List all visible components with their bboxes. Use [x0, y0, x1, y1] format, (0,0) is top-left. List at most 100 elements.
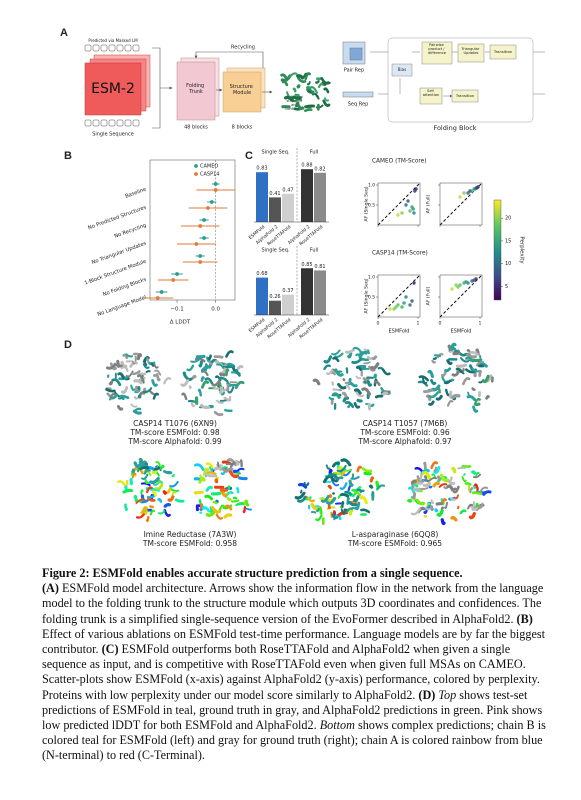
protein-ribbon	[215, 513, 224, 520]
protein-ribbon	[356, 398, 363, 403]
protein-ribbon	[471, 387, 476, 391]
protein-ribbon	[142, 363, 150, 369]
protein-ribbon	[315, 514, 323, 522]
protein-ribbon	[105, 388, 116, 393]
protein-ribbon	[200, 376, 205, 382]
protein-ribbon	[149, 476, 160, 484]
caption-emphasis: Top	[438, 687, 457, 702]
legend-marker	[194, 172, 198, 176]
point	[412, 211, 416, 215]
structure-score: TM-score ESMFold: 0.96	[359, 428, 450, 437]
protein-ribbon	[131, 360, 136, 365]
protein-ribbon	[433, 466, 441, 474]
protein-ribbon	[117, 372, 125, 380]
protein-ribbon	[373, 380, 381, 387]
protein-ribbon	[330, 476, 339, 483]
protein-ribbon	[143, 468, 151, 475]
structure-module-block	[222, 67, 266, 113]
protein-ribbon	[337, 383, 347, 390]
protein-ribbon	[137, 394, 142, 399]
bar	[301, 268, 313, 315]
protein-ribbon	[347, 403, 351, 409]
protein-ribbon	[342, 396, 350, 403]
protein-ribbon	[428, 400, 435, 406]
protein-ribbon	[472, 405, 479, 413]
protein-ribbon	[366, 349, 370, 355]
value-label: 0.68	[256, 271, 267, 277]
plot-frame	[377, 182, 421, 226]
protein-ribbon	[447, 344, 452, 353]
protein-ribbon	[374, 394, 384, 399]
protein-ribbon	[340, 458, 352, 467]
protein-ribbon	[200, 380, 210, 389]
protein-ribbon	[292, 87, 297, 93]
protein-ribbon	[340, 471, 346, 477]
protein-ribbon	[225, 350, 234, 358]
protein-ribbon	[135, 513, 145, 519]
protein-ribbon	[467, 391, 472, 399]
protein-ribbon	[219, 372, 223, 377]
protein-ribbon	[463, 473, 466, 476]
protein-ribbon	[408, 486, 416, 494]
protein-ribbon	[280, 73, 288, 81]
point	[198, 254, 203, 258]
protein-ribbon	[485, 395, 490, 400]
protein-ribbon	[478, 369, 482, 377]
protein-ribbon	[297, 495, 307, 503]
protein-ribbon	[154, 369, 162, 376]
protein-ribbon	[187, 399, 197, 404]
protein-ribbon	[410, 479, 417, 485]
colorbar-tick-label: 10	[505, 261, 511, 267]
folding-block-label: Folding Block	[433, 124, 476, 132]
protein-ribbon	[342, 378, 346, 382]
protein-ribbon	[152, 362, 159, 369]
protein-ribbon	[449, 481, 456, 486]
point	[462, 191, 466, 195]
x-tick-label: 1	[417, 321, 420, 327]
protein-ribbon	[315, 507, 320, 513]
protein-ribbon	[219, 464, 223, 471]
group-label: Full	[310, 150, 319, 156]
caption-emphasis: Bottom	[319, 718, 355, 733]
protein-ribbon	[457, 505, 460, 510]
bar	[314, 172, 326, 222]
protein-ribbon	[226, 497, 232, 501]
protein-ribbon	[151, 379, 158, 387]
y-tick-label: No Language Model	[97, 295, 147, 318]
protein-ribbon	[130, 384, 136, 392]
protein-ribbon	[439, 473, 450, 483]
protein-ribbon	[381, 368, 391, 376]
protein-ribbon	[213, 466, 222, 471]
point	[194, 242, 199, 246]
protein-ribbon	[122, 353, 129, 360]
protein-ribbon	[341, 391, 348, 398]
protein-ribbon	[283, 95, 295, 103]
protein-ribbon	[297, 76, 307, 83]
protein-ribbon	[440, 506, 444, 510]
protein-ribbon	[191, 374, 197, 380]
protein-ribbon	[139, 466, 150, 471]
seq-rep-label: Seq Rep	[348, 102, 369, 108]
protein-ribbon	[482, 374, 490, 384]
protein-ribbon	[339, 493, 350, 498]
protein-ribbon	[472, 473, 482, 479]
protein-ribbon	[348, 509, 354, 516]
protein-ribbon	[356, 366, 362, 371]
protein-ribbon	[462, 377, 471, 386]
protein-ribbon	[245, 499, 250, 507]
point	[402, 301, 406, 305]
protein-ribbon	[218, 504, 225, 512]
protein-ribbon	[450, 497, 456, 501]
protein-ribbon	[422, 388, 434, 394]
protein-ribbon	[443, 486, 448, 490]
protein-ribbon	[157, 497, 163, 503]
protein-ribbon	[354, 389, 365, 398]
protein-ribbon	[322, 99, 331, 107]
protein-ribbon	[369, 476, 375, 483]
value-label: 0.26	[269, 294, 280, 300]
protein-ribbon	[138, 457, 144, 464]
point	[171, 278, 176, 282]
protein-ribbon	[431, 359, 436, 364]
x-tick-label: −0.1	[170, 307, 183, 313]
protein-ribbon	[145, 486, 153, 494]
